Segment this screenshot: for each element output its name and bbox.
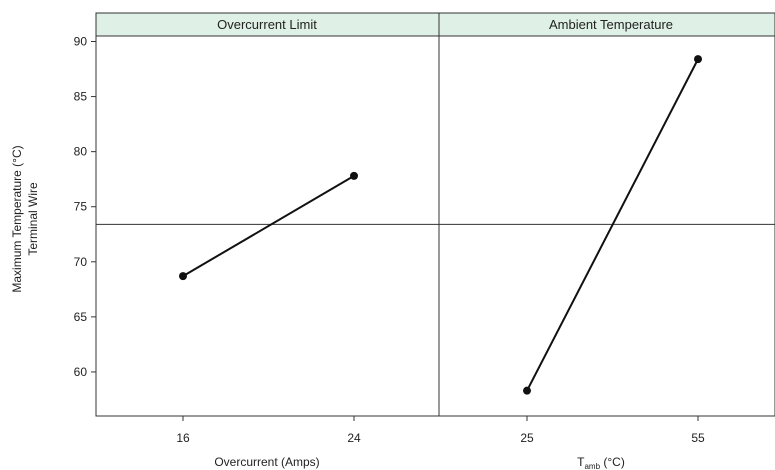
y-tick-label-65: 65 <box>74 310 88 324</box>
y-tick-label-60: 60 <box>74 365 88 379</box>
panel-overcurrent: Overcurrent Limit 16 24 Overcurrent (Amp… <box>95 12 440 469</box>
x-tick-label-55: 55 <box>691 431 705 445</box>
data-point-16 <box>179 272 187 281</box>
x-axis-title-ambient: Tamb (°C) <box>577 455 625 470</box>
y-tick-label-90: 90 <box>74 35 88 49</box>
panel-frame-ambient <box>438 35 775 417</box>
y-axis-title-line2: Terminal Wire <box>26 182 40 256</box>
data-point-25 <box>523 386 531 395</box>
y-axis-title-line1: Maximum Temperature (°C) <box>10 145 24 292</box>
data-point-24 <box>350 171 358 180</box>
panel-title-overcurrent: Overcurrent Limit <box>217 17 317 32</box>
series-layer <box>179 55 702 395</box>
y-tick-label-85: 85 <box>74 90 88 104</box>
series-line-panel-1 <box>182 175 355 277</box>
x-tick-label-25: 25 <box>520 431 534 445</box>
panel-title-ambient: Ambient Temperature <box>549 17 673 32</box>
y-axis: 60 65 70 75 80 85 90 <box>74 35 699 421</box>
data-point-55 <box>694 55 702 64</box>
x-tick-label-24: 24 <box>347 431 361 445</box>
panel-ambient: Ambient Temperature 25 55 Tamb (°C) <box>438 12 775 470</box>
y-tick-label-75: 75 <box>74 200 88 214</box>
x-tick-label-16: 16 <box>176 431 190 445</box>
y-tick-label-70: 70 <box>74 255 88 269</box>
y-tick-label-80: 80 <box>74 145 88 159</box>
series-line-panel-2 <box>526 58 699 392</box>
x-axis-title-overcurrent: Overcurrent (Amps) <box>214 455 319 469</box>
